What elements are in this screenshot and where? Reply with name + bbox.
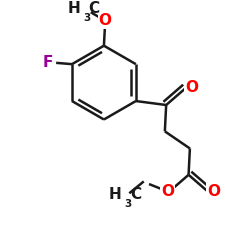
Text: C: C [130,187,141,202]
Text: O: O [161,184,174,200]
Text: 3: 3 [84,13,91,23]
Text: F: F [43,55,54,70]
Text: O: O [99,13,112,28]
Text: C: C [89,1,100,16]
Text: O: O [185,80,198,95]
Text: H: H [109,187,122,202]
Text: O: O [208,184,221,200]
Text: H: H [68,1,80,16]
Text: 3: 3 [125,199,132,209]
